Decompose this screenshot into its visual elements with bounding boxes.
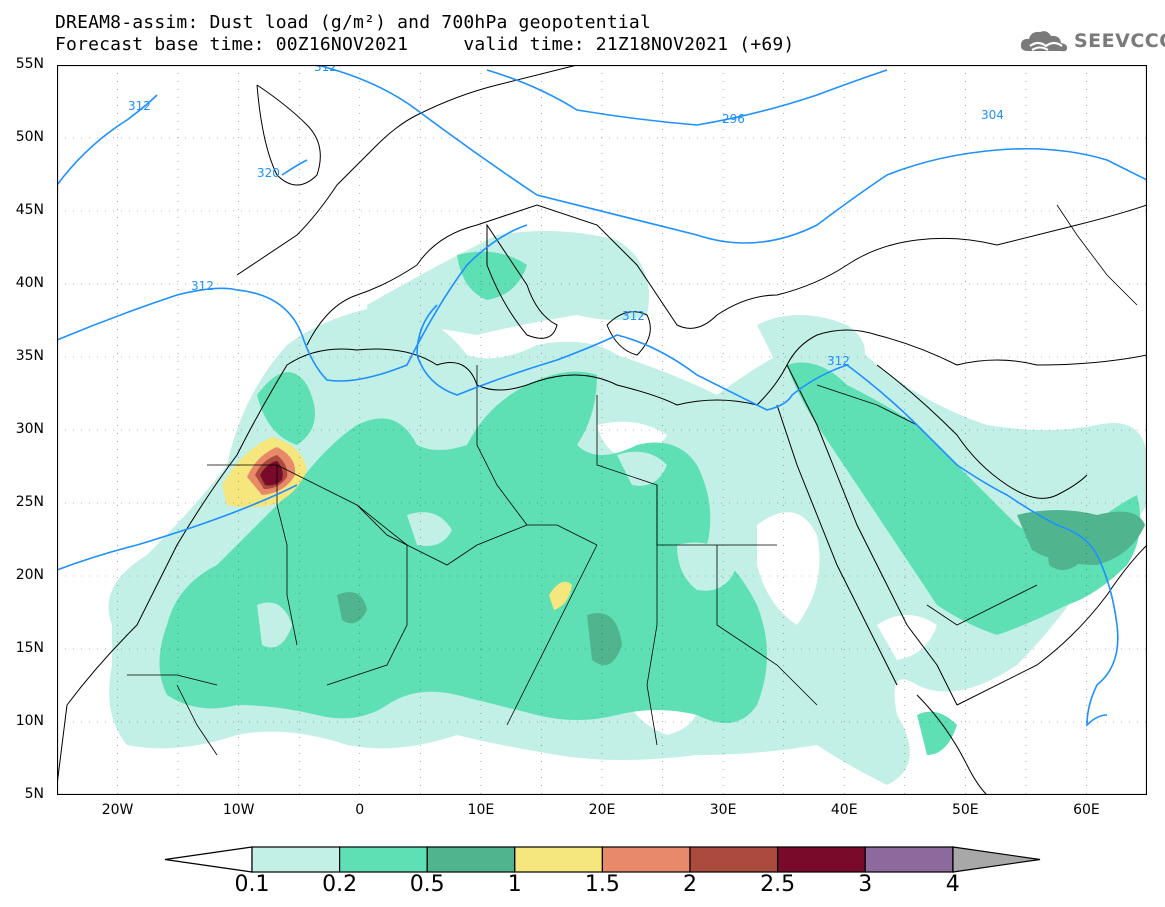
latitude-label: 55N [15, 56, 44, 72]
contour-label-312-b: 312 [191, 279, 214, 293]
longitude-label: 20W [101, 802, 134, 818]
contour-label-320: 320 [257, 166, 280, 180]
colorbar-boxes [251, 846, 954, 873]
latitude-label: 40N [15, 275, 44, 291]
latitude-label: 15N [15, 640, 44, 656]
latitude-label: 5N [24, 786, 44, 802]
longitude-label: 30E [709, 802, 737, 818]
colorbar-tick-label: 0.5 [409, 872, 445, 897]
longitude-label: 20E [588, 802, 616, 818]
dust-map: 312 320 312 296 304 312 312 312 [57, 65, 1147, 795]
contour-label-312-d: 312 [622, 309, 645, 323]
colorbar-over-arrow [952, 846, 1041, 873]
latitude-label: 50N [15, 129, 44, 145]
contour-label-312-e: 312 [314, 65, 337, 74]
colorbar-tick-label: 2 [683, 872, 697, 897]
latitude-label: 45N [15, 202, 44, 218]
longitude-label: 50E [951, 802, 979, 818]
colorbar-tick-label: 1 [507, 872, 522, 897]
colorbar-under-arrow [164, 846, 253, 873]
latitude-label: 20N [15, 567, 44, 583]
logo-text: SEEVCCC [1074, 30, 1165, 52]
longitude-label: 10W [222, 802, 255, 818]
latitude-label: 25N [15, 494, 44, 510]
map-gridlines [57, 65, 1147, 795]
latitude-label: 35N [15, 348, 44, 364]
colorbar-tick-label: 3 [858, 872, 873, 897]
colorbar-tick-label: 0.1 [234, 872, 270, 897]
colorbar-box [514, 846, 603, 873]
country-borders [127, 204, 1138, 756]
colorbar-box [339, 846, 428, 873]
map-subtitle: Forecast base time: 00Z16NOV2021 valid t… [55, 34, 795, 55]
contour-labels: 312 320 312 296 304 312 312 312 [128, 65, 1004, 368]
latitude-label: 30N [15, 421, 44, 437]
cloud-icon [1020, 31, 1068, 52]
map-border [57, 65, 1147, 795]
latitude-label: 10N [15, 713, 44, 729]
geopotential-contours [57, 65, 1147, 727]
longitude-label: 40E [830, 802, 858, 818]
colorbar [164, 846, 1041, 873]
colorbar-tick-label: 1.5 [584, 872, 620, 897]
colorbar-tick-label: 0.2 [322, 872, 358, 897]
colorbar-box [689, 846, 779, 873]
colorbar-box [864, 846, 954, 873]
contour-label-312-a: 312 [128, 99, 151, 113]
contour-label-296: 296 [722, 112, 745, 126]
longitude-label: 10E [467, 802, 495, 818]
map-title: DREAM8-assim: Dust load (g/m²) and 700hP… [55, 12, 651, 33]
colorbar-box [251, 846, 341, 873]
colorbar-box [601, 846, 691, 873]
colorbar-box [776, 846, 866, 873]
colorbar-box [426, 846, 516, 873]
coastlines [57, 65, 1147, 795]
contour-label-312-c: 312 [827, 354, 850, 368]
colorbar-tick-label: 2.5 [760, 872, 796, 897]
contour-label-304: 304 [981, 108, 1004, 122]
longitude-label: 60E [1073, 802, 1100, 818]
longitude-label: 0 [355, 802, 365, 818]
seevccc-logo: SEEVCCC [1018, 26, 1165, 56]
colorbar-tick-label: 4 [945, 872, 960, 897]
